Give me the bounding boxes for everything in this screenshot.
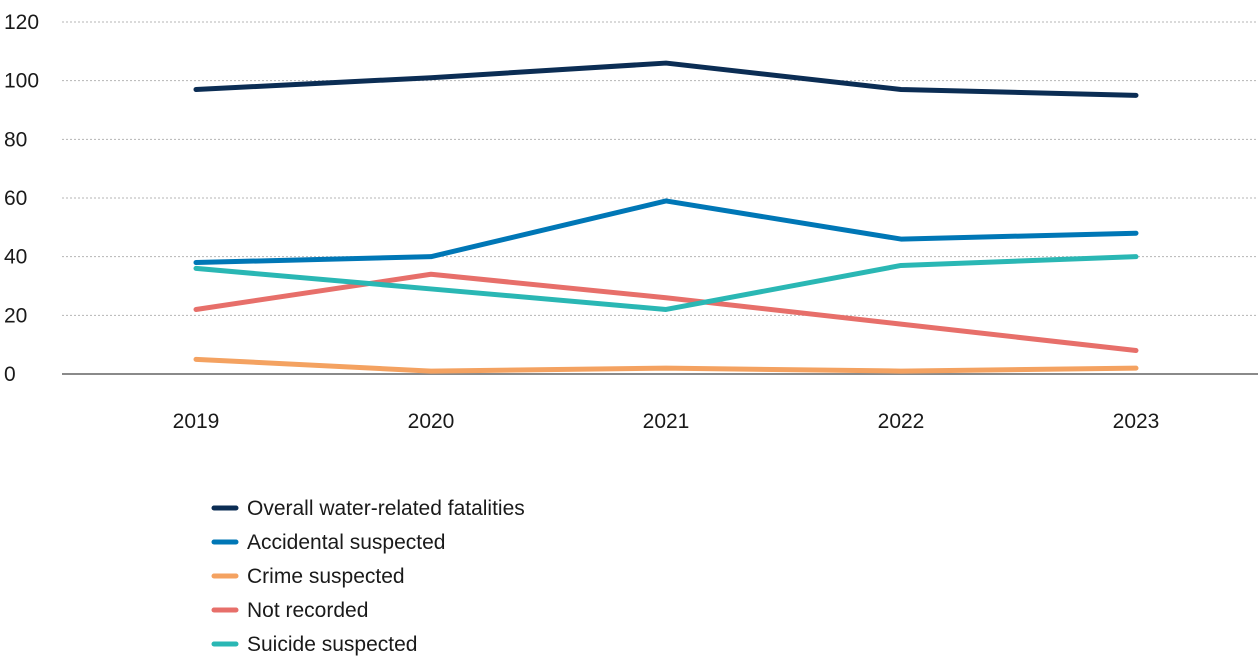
y-tick-label: 100 bbox=[4, 70, 39, 93]
x-tick-label: 2023 bbox=[1113, 410, 1160, 433]
series-line-5 bbox=[193, 254, 1139, 312]
y-tick-label: 20 bbox=[4, 304, 27, 327]
x-axis-tick-labels: 2019 2020 2021 2022 2023 bbox=[173, 410, 1160, 433]
legend-label: Crime suspected bbox=[247, 565, 405, 588]
legend-item: Not recorded bbox=[211, 599, 368, 622]
legend: Overall water-related fatalities Accident… bbox=[211, 497, 525, 656]
y-tick-label: 40 bbox=[4, 246, 27, 269]
legend-item: Overall water-related fatalities bbox=[211, 497, 525, 520]
gridlines bbox=[62, 21, 1258, 375]
x-tick-label: 2019 bbox=[173, 410, 220, 433]
legend-label: Suicide suspected bbox=[247, 633, 417, 656]
legend-item: Accidental suspected bbox=[211, 531, 445, 554]
series-line-2 bbox=[193, 198, 1139, 266]
legend-label: Accidental suspected bbox=[247, 531, 445, 554]
y-tick-label: 0 bbox=[4, 363, 16, 386]
series-lines bbox=[193, 60, 1139, 374]
legend-label: Not recorded bbox=[247, 599, 368, 622]
x-tick-label: 2020 bbox=[408, 410, 455, 433]
y-axis-tick-labels: 0 20 40 60 80 100 120 bbox=[4, 11, 39, 386]
x-tick-label: 2021 bbox=[643, 410, 690, 433]
legend-item: Suicide suspected bbox=[211, 633, 417, 656]
legend-item: Crime suspected bbox=[211, 565, 405, 588]
series-line-3 bbox=[193, 356, 1139, 374]
legend-label: Overall water-related fatalities bbox=[247, 497, 525, 520]
series-line-1 bbox=[193, 60, 1139, 98]
y-tick-label: 120 bbox=[4, 11, 39, 34]
x-tick-label: 2022 bbox=[878, 410, 925, 433]
series-line-4 bbox=[193, 271, 1139, 354]
y-tick-label: 80 bbox=[4, 128, 27, 151]
y-tick-label: 60 bbox=[4, 187, 27, 210]
